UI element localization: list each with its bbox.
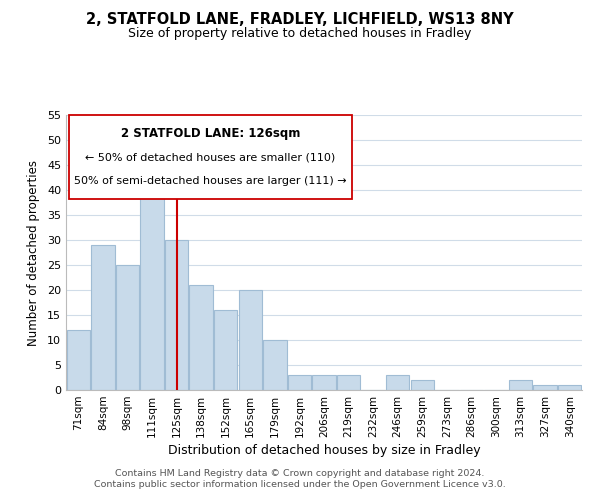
Bar [263,340,287,390]
FancyBboxPatch shape [68,115,352,199]
Bar [239,290,262,390]
X-axis label: Distribution of detached houses by size in Fradley: Distribution of detached houses by size … [167,444,481,457]
Bar [116,265,139,390]
Bar [337,375,360,390]
Text: Contains public sector information licensed under the Open Government Licence v3: Contains public sector information licen… [94,480,506,489]
Text: 2 STATFOLD LANE: 126sqm: 2 STATFOLD LANE: 126sqm [121,128,300,140]
Bar [313,375,335,390]
Text: 50% of semi-detached houses are larger (111) →: 50% of semi-detached houses are larger (… [74,176,347,186]
Bar [67,330,90,390]
Bar [214,310,238,390]
Bar [288,375,311,390]
Bar [410,380,434,390]
Text: Size of property relative to detached houses in Fradley: Size of property relative to detached ho… [128,28,472,40]
Text: ← 50% of detached houses are smaller (110): ← 50% of detached houses are smaller (11… [85,152,335,162]
Bar [533,385,557,390]
Bar [509,380,532,390]
Bar [558,385,581,390]
Y-axis label: Number of detached properties: Number of detached properties [27,160,40,346]
Text: Contains HM Land Registry data © Crown copyright and database right 2024.: Contains HM Land Registry data © Crown c… [115,468,485,477]
Text: 2, STATFOLD LANE, FRADLEY, LICHFIELD, WS13 8NY: 2, STATFOLD LANE, FRADLEY, LICHFIELD, WS… [86,12,514,28]
Bar [91,245,115,390]
Bar [190,285,213,390]
Bar [140,175,164,390]
Bar [386,375,409,390]
Bar [165,240,188,390]
